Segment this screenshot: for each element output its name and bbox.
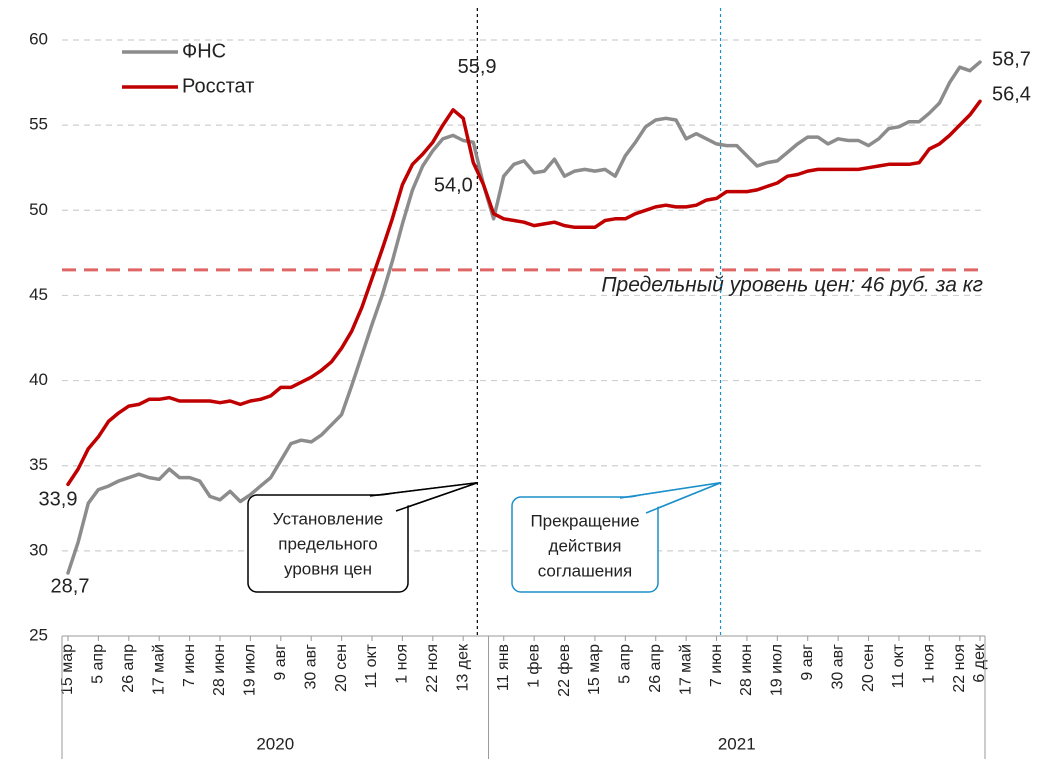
x-tick-label: 9 авг xyxy=(272,644,289,681)
x-tick-label: 9 авг xyxy=(799,644,816,681)
x-tick-label: 7 июн xyxy=(181,644,198,687)
x-tick-label: 22 фев xyxy=(556,644,573,697)
x-tick-label: 28 июн xyxy=(738,644,755,696)
x-tick-label: 5 апр xyxy=(90,644,107,684)
callout-text: действия xyxy=(549,536,622,555)
legend-label: Росстат xyxy=(182,75,254,97)
value-label: 54,0 xyxy=(434,174,473,196)
callout-tail-cover xyxy=(622,482,721,512)
x-tick-label: 17 май xyxy=(677,644,694,695)
x-tick-label: 5 апр xyxy=(617,644,634,684)
x-tick-label: 7 июн xyxy=(708,644,725,687)
x-tick-label: 15 мар xyxy=(59,644,76,695)
limit-label: Предельный уровень цен: 46 руб. за кг xyxy=(601,273,983,296)
callout-text: Установление xyxy=(273,509,383,528)
y-tick-label: 40 xyxy=(29,370,48,389)
callout-text: соглашения xyxy=(538,561,633,580)
x-tick-label: 26 апр xyxy=(647,644,664,693)
x-tick-label: 22 ноя xyxy=(951,644,968,693)
x-tick-label: 1 ноя xyxy=(394,644,411,684)
value-label: 28,7 xyxy=(51,575,90,597)
x-tick-label: 19 июл xyxy=(769,644,786,696)
value-label: 33,9 xyxy=(39,489,78,511)
series-line xyxy=(66,99,982,487)
group-label: 2020 xyxy=(256,734,294,753)
x-tick-label: 30 авг xyxy=(302,644,319,690)
y-tick-label: 55 xyxy=(29,115,48,134)
series-line xyxy=(66,60,982,575)
group-label: 2021 xyxy=(718,734,756,753)
x-tick-label: 17 май xyxy=(150,644,167,695)
x-tick-label: 22 ноя xyxy=(424,644,441,693)
x-tick-label: 28 июн xyxy=(211,644,228,696)
y-tick-label: 30 xyxy=(29,540,48,559)
x-tick-label: 13 дек xyxy=(454,643,471,691)
callout-tail-edge xyxy=(369,481,479,512)
callout-text: уровня цен xyxy=(284,559,372,578)
x-tick-label: 1 фев xyxy=(525,644,542,688)
value-label: 58,7 xyxy=(992,48,1031,70)
y-tick-label: 60 xyxy=(29,29,48,48)
legend-label: ФНС xyxy=(182,40,226,62)
x-tick-label: 11 янв xyxy=(495,644,512,691)
x-tick-label: 11 окт xyxy=(890,643,907,688)
x-tick-label: 11 окт xyxy=(363,643,380,688)
y-tick-label: 45 xyxy=(29,285,48,304)
x-tick-label: 20 сен xyxy=(860,644,877,692)
callout-tail-cover xyxy=(372,482,478,510)
x-tick-label: 19 июл xyxy=(242,644,259,696)
callout-text: предельного xyxy=(278,534,377,553)
x-tick-label: 1 ноя xyxy=(921,644,938,684)
callout-box xyxy=(511,496,659,593)
callout-tail-edge xyxy=(619,481,722,514)
value-label: 56,4 xyxy=(992,84,1031,106)
y-tick-label: 50 xyxy=(29,200,48,219)
value-label: 55,9 xyxy=(458,56,497,78)
callout-text: Прекращение xyxy=(530,511,639,530)
x-tick-label: 15 мар xyxy=(586,644,603,695)
x-tick-label: 26 апр xyxy=(120,644,137,693)
y-tick-label: 25 xyxy=(29,625,48,644)
y-tick-label: 35 xyxy=(29,455,48,474)
x-tick-label: 30 авг xyxy=(829,644,846,690)
x-tick-label: 6 дек xyxy=(971,643,988,683)
callout-box xyxy=(247,494,409,593)
x-tick-label: 20 сен xyxy=(333,644,350,692)
